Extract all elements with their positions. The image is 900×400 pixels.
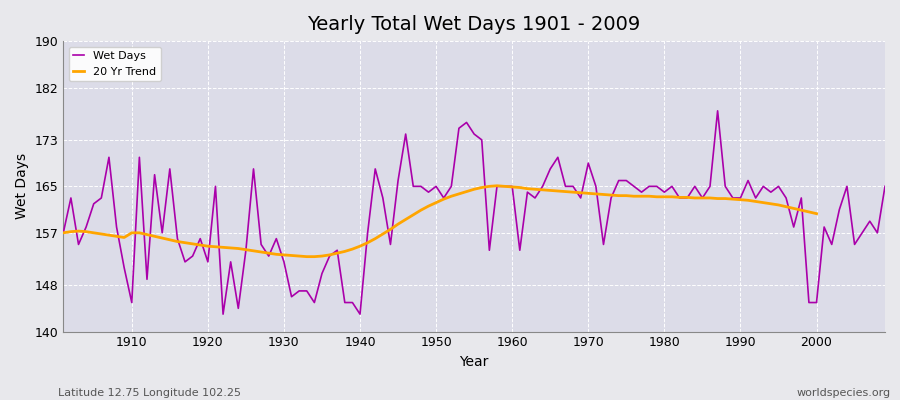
- Wet Days: [606, 196, 616, 200]
- Wet Days: [515, 248, 526, 253]
- 20 Yr Trend: [58, 230, 68, 235]
- 20 Yr Trend: [233, 246, 244, 251]
- Wet Days: [507, 184, 517, 189]
- Wet Days: [293, 288, 304, 293]
- 20 Yr Trend: [788, 206, 799, 211]
- Wet Days: [58, 230, 68, 235]
- 20 Yr Trend: [811, 211, 822, 216]
- Wet Days: [712, 108, 723, 113]
- 20 Yr Trend: [454, 192, 464, 196]
- Wet Days: [339, 300, 350, 305]
- 20 Yr Trend: [522, 186, 533, 191]
- Y-axis label: Wet Days: Wet Days: [15, 153, 29, 220]
- 20 Yr Trend: [202, 244, 213, 248]
- 20 Yr Trend: [491, 183, 502, 188]
- Wet Days: [119, 265, 130, 270]
- Text: Latitude 12.75 Longitude 102.25: Latitude 12.75 Longitude 102.25: [58, 388, 241, 398]
- Legend: Wet Days, 20 Yr Trend: Wet Days, 20 Yr Trend: [68, 47, 161, 81]
- 20 Yr Trend: [766, 201, 777, 206]
- Line: Wet Days: Wet Days: [63, 111, 885, 314]
- Wet Days: [218, 312, 229, 316]
- X-axis label: Year: Year: [460, 355, 489, 369]
- 20 Yr Trend: [302, 254, 312, 259]
- Title: Yearly Total Wet Days 1901 - 2009: Yearly Total Wet Days 1901 - 2009: [308, 15, 641, 34]
- Line: 20 Yr Trend: 20 Yr Trend: [63, 186, 816, 257]
- Wet Days: [879, 184, 890, 189]
- Text: worldspecies.org: worldspecies.org: [796, 388, 891, 398]
